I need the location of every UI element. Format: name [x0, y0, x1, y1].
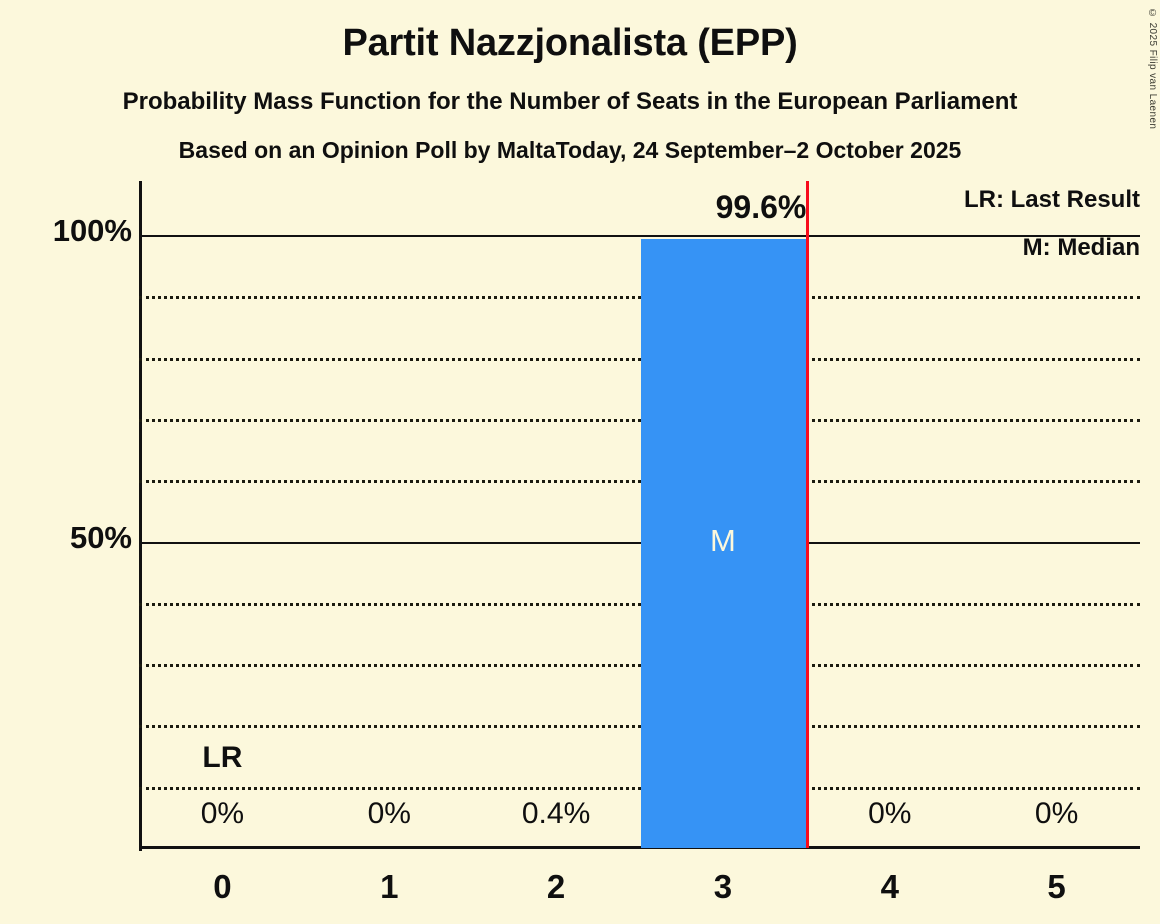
- page-title: Partit Nazzjonalista (EPP): [342, 22, 798, 64]
- x-axis-tick-label-5: 5: [1047, 868, 1066, 905]
- gridline-dotted: [139, 725, 1140, 729]
- chart-subtitle: Probability Mass Function for the Number…: [122, 88, 1018, 115]
- y-axis-line: [139, 181, 142, 851]
- gridline-dotted: [139, 296, 1140, 300]
- value-label-seat-5: 0%: [1034, 797, 1079, 830]
- value-label-seat-1: 0%: [367, 797, 411, 830]
- y-axis-tick-label: 50%: [69, 519, 132, 555]
- x-axis-tick-label-4: 4: [880, 868, 899, 905]
- gridline-solid: [139, 235, 1140, 237]
- x-axis-tick-label-2: 2: [546, 868, 566, 905]
- gridline-dotted: [139, 786, 1140, 790]
- gridline-dotted: [139, 664, 1140, 668]
- value-label-seat-2: 0.4%: [521, 797, 591, 830]
- gridline-dotted: [139, 418, 1140, 422]
- value-label-seat-0: 0%: [200, 797, 245, 830]
- x-axis-tick-label-1: 1: [380, 868, 399, 905]
- copyright-notice: © 2025 Filip van Laenen: [1147, 8, 1158, 130]
- last-result-line: [806, 181, 810, 848]
- x-axis-tick-label-3: 3: [713, 868, 733, 905]
- bar-seat-3: [640, 239, 807, 848]
- value-label-seat-3: 99.6%: [715, 189, 807, 225]
- median-marker: M: [709, 523, 736, 558]
- gridline-dotted: [139, 480, 1140, 484]
- y-axis-tick-label: 100%: [52, 213, 132, 248]
- chart-source-line: Based on an Opinion Poll by MaltaToday, …: [178, 137, 962, 163]
- x-axis-line: [139, 846, 1140, 849]
- legend-median: M: Median: [1022, 234, 1140, 261]
- gridline-solid: [139, 541, 1140, 544]
- x-axis-tick-label-0: 0: [213, 868, 232, 905]
- gridline-dotted: [139, 357, 1140, 361]
- gridline-dotted: [139, 602, 1140, 606]
- plot-area: [139, 181, 1140, 848]
- value-label-seat-4: 0%: [868, 797, 912, 830]
- last-result-marker-label: LR: [202, 741, 243, 774]
- legend-last-result: LR: Last Result: [963, 186, 1140, 213]
